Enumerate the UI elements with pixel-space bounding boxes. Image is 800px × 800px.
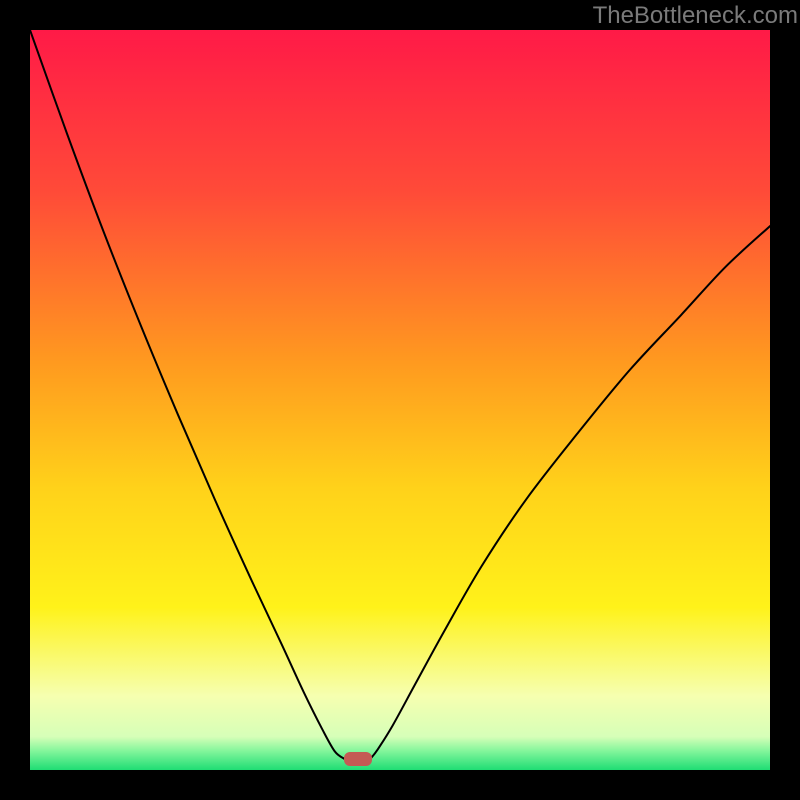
optimal-point-marker: [344, 752, 372, 766]
gradient-background: [30, 30, 770, 770]
watermark-text: TheBottleneck.com: [593, 2, 798, 30]
plot-area: [30, 30, 770, 770]
plot-svg: [30, 30, 770, 770]
